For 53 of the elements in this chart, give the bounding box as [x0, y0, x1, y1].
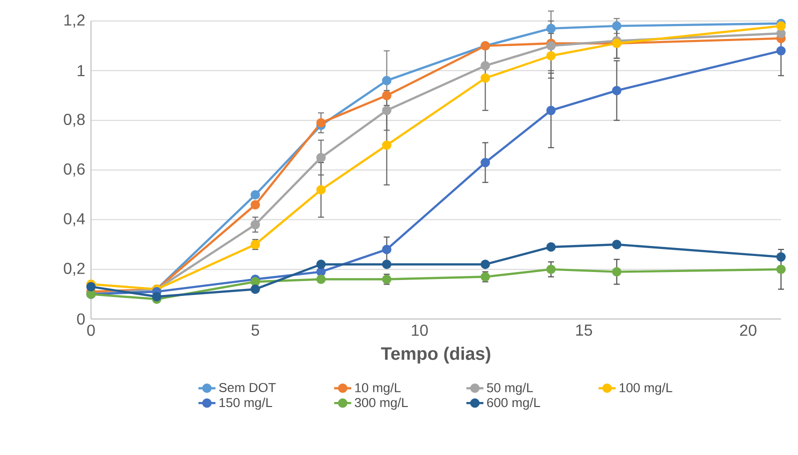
point — [382, 244, 392, 254]
point — [86, 282, 96, 292]
point — [316, 118, 326, 128]
point — [250, 200, 260, 210]
x-tick-label: 0 — [87, 324, 95, 336]
legend-label: 100 mg/L — [620, 382, 672, 395]
y-tick-label: 0,8 — [64, 114, 85, 127]
point — [382, 260, 392, 270]
point — [612, 21, 622, 31]
point — [250, 220, 260, 230]
point — [152, 292, 162, 302]
point — [776, 28, 786, 38]
x-tick-label: 15 — [576, 324, 592, 336]
point — [546, 41, 556, 51]
point — [316, 274, 326, 284]
point — [250, 284, 260, 294]
point — [480, 260, 490, 270]
point — [612, 267, 622, 277]
point — [776, 21, 786, 31]
point — [250, 277, 260, 286]
legend-label: 600 mg/L — [487, 398, 540, 410]
point — [250, 190, 260, 200]
y-tick-label: 1 — [78, 65, 85, 76]
x-axis-title: Tempo (dias) — [381, 346, 490, 364]
legend-label: 50 mg/L — [487, 382, 533, 395]
point — [546, 51, 556, 60]
point — [546, 106, 556, 116]
point — [546, 264, 556, 274]
y-tick-label: 0,2 — [64, 262, 85, 276]
y-tick-label: 0,6 — [64, 163, 85, 177]
point — [776, 46, 786, 56]
x-tick-label: 20 — [740, 324, 756, 336]
point — [316, 260, 326, 270]
x-tick-label: 10 — [412, 324, 428, 336]
point — [316, 185, 326, 195]
point — [776, 264, 786, 274]
y-tick-label: 1,2 — [64, 14, 85, 28]
point — [382, 76, 392, 86]
point — [612, 240, 622, 250]
x-tick-label: 5 — [251, 324, 260, 336]
legend-label: 300 mg/L — [354, 398, 408, 410]
legend-label: 150 mg/L — [220, 398, 272, 410]
legend-label: 10 mg/L — [355, 382, 401, 395]
point — [480, 61, 490, 70]
legend-label: Sem DOT — [219, 382, 276, 392]
point — [382, 140, 392, 150]
y-tick-label: 0 — [77, 313, 85, 325]
point — [480, 73, 490, 83]
point — [480, 158, 490, 168]
point — [776, 252, 786, 262]
point — [546, 242, 556, 252]
point — [612, 86, 622, 96]
y-tick-label: 0,4 — [64, 213, 85, 226]
